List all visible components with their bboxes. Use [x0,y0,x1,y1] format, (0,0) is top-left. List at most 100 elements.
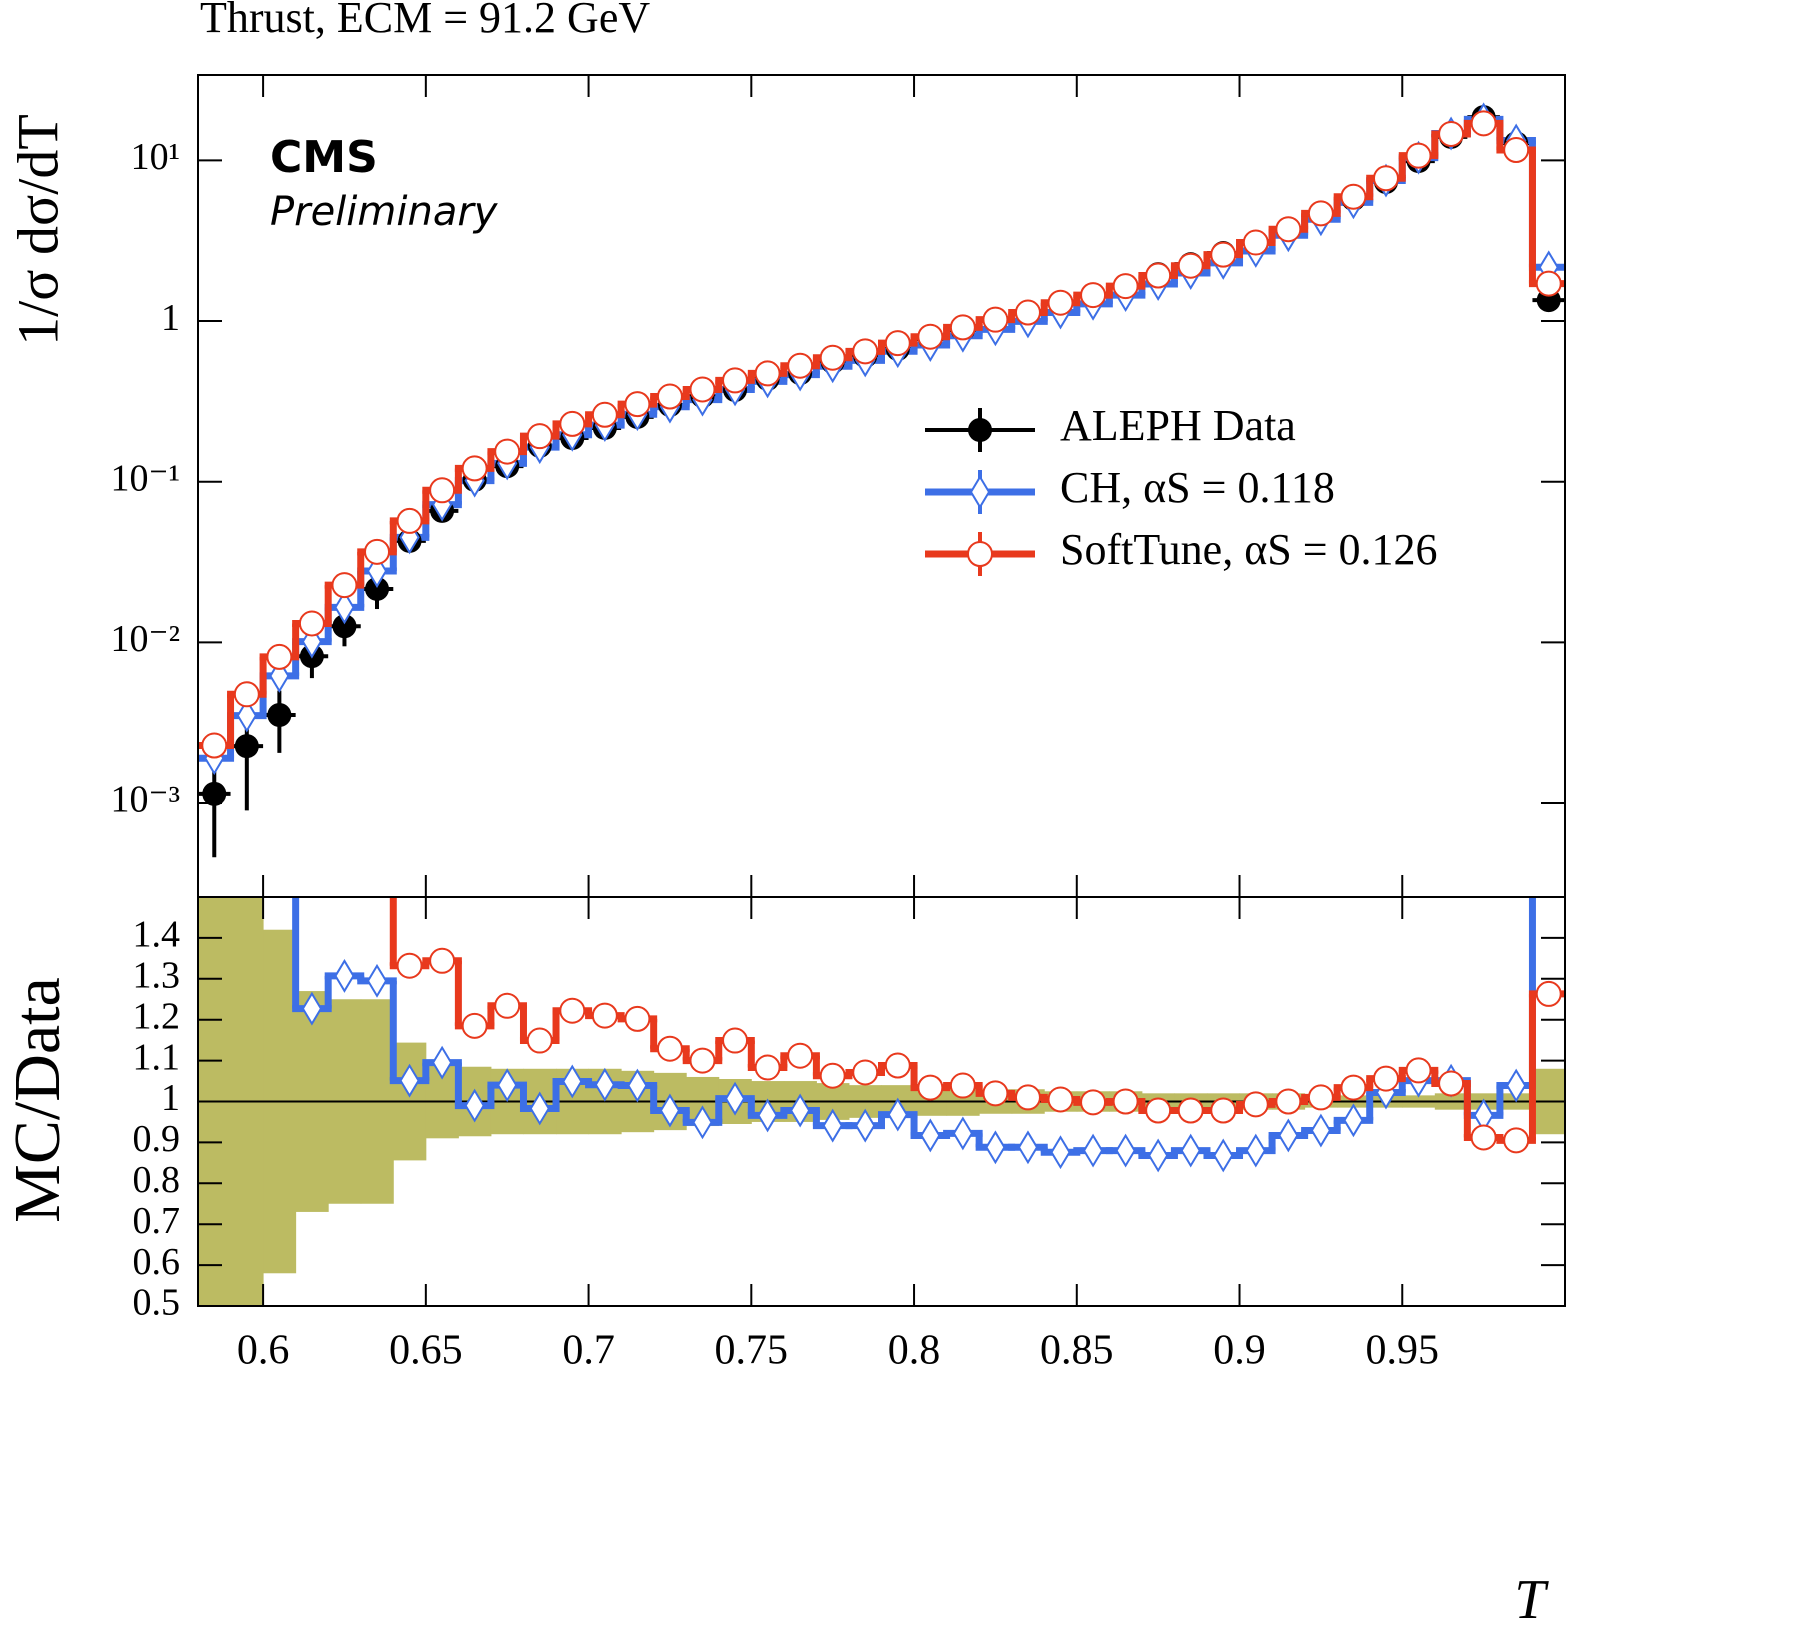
marker [431,1045,453,1080]
marker [1147,1138,1169,1173]
marker [461,1012,488,1039]
marker [270,780,288,810]
marker [1210,1097,1237,1124]
marker [689,376,716,403]
legend-marker [967,541,993,567]
marker [1506,1068,1527,1103]
marker [1278,1118,1299,1153]
marker [1275,216,1302,243]
marker [269,658,290,693]
marker [1503,1127,1530,1154]
marker [331,572,358,599]
marker [1080,282,1107,309]
marker [624,391,651,418]
marker [494,438,521,465]
marker [627,1068,648,1103]
marker [1405,1057,1432,1084]
marker [724,1081,746,1116]
marker [559,997,586,1024]
marker [917,323,944,350]
marker [1245,1133,1266,1168]
y-tick-label: 1.2 [133,995,181,1037]
y-tick-label: 10⁻³ [111,779,180,821]
x-tick-label: 0.65 [389,1328,463,1374]
marker [757,1098,778,1133]
marker [332,762,356,786]
marker [399,1063,420,1098]
marker [1372,165,1399,192]
lower-plot [198,640,1565,1306]
marker [497,1068,518,1103]
marker [659,1093,681,1128]
legend-label: ALEPH Data [1060,401,1296,450]
marker [1177,252,1204,279]
marker [1082,1133,1104,1168]
y-tick-label: 10⁻¹ [111,457,180,499]
marker [396,507,423,534]
legend-label: SoftTune, αS = 0.126 [1060,525,1438,574]
marker [789,1093,811,1128]
marker [266,643,293,670]
marker [754,1054,781,1081]
marker [1503,137,1530,164]
marker [787,1042,814,1069]
marker [1540,841,1558,871]
marker [855,1108,876,1143]
marker [1470,110,1497,137]
marker [1145,1097,1172,1124]
marker [1080,1089,1107,1116]
y-tick-label: 10¹ [131,136,180,178]
marker [429,947,456,974]
marker [917,1074,944,1101]
y-tick-label: 0.7 [133,1200,181,1242]
marker [1242,229,1269,256]
marker [1340,183,1367,210]
marker [822,1108,843,1143]
marker [1177,1097,1204,1124]
marker [884,1052,911,1079]
marker [298,610,325,637]
marker [235,640,259,664]
x-tick-label: 0.8 [888,1328,941,1374]
marker [364,538,391,565]
marker [233,681,260,708]
marker [202,681,226,705]
marker [982,306,1009,333]
y-tick-label: 0.9 [133,1118,181,1160]
marker [365,803,389,827]
y-tick-label: 1.3 [133,955,181,997]
legend-marker [968,418,992,442]
marker [594,1067,616,1102]
marker [787,352,814,379]
marker [624,1005,651,1032]
marker [819,344,846,371]
marker [1213,1138,1234,1173]
marker [887,1097,908,1132]
preliminary-label: Preliminary [270,189,499,235]
marker [334,590,355,625]
marker [591,1002,618,1029]
marker [884,330,911,357]
marker [952,1116,974,1151]
x-tick-label: 0.6 [237,1328,290,1374]
marker [591,401,618,428]
x-tick-label: 0.95 [1366,1328,1440,1374]
marker [1017,1130,1039,1165]
marker [366,963,388,998]
marker [1047,1086,1074,1113]
marker [366,554,388,588]
data-point [332,614,357,639]
legend-label: CH, αS = 0.118 [1060,463,1335,512]
marker [1145,262,1172,289]
data-point [202,781,227,806]
marker [949,1072,976,1099]
legend-marker [969,475,991,509]
marker [1112,273,1139,300]
marker [1438,1070,1465,1097]
marker [1310,1113,1332,1148]
marker [1115,1133,1136,1168]
marker [562,1064,583,1099]
y-axis-label: MC/Data [1,977,74,1223]
axes: 10⁻³ 10⁻² 10⁻¹ 1 10¹ ALEPH Data CH, αS = 0.118… [111,74,1566,1374]
marker [301,991,323,1026]
